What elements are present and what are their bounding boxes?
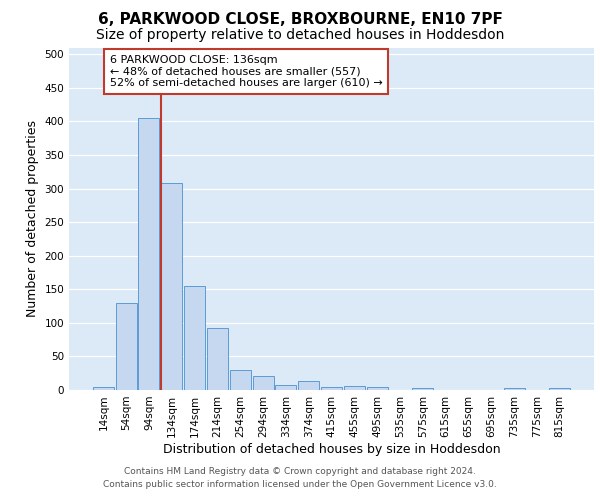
Text: 6, PARKWOOD CLOSE, BROXBOURNE, EN10 7PF: 6, PARKWOOD CLOSE, BROXBOURNE, EN10 7PF: [98, 12, 502, 28]
Bar: [253, 376, 274, 390]
Bar: [321, 386, 342, 390]
Bar: [116, 302, 137, 390]
Bar: [344, 386, 365, 390]
Bar: [367, 388, 388, 390]
Bar: [230, 370, 251, 390]
Text: Contains HM Land Registry data © Crown copyright and database right 2024.
Contai: Contains HM Land Registry data © Crown c…: [103, 468, 497, 489]
Bar: [93, 386, 114, 390]
Y-axis label: Number of detached properties: Number of detached properties: [26, 120, 39, 318]
Bar: [207, 328, 228, 390]
Bar: [139, 118, 160, 390]
Bar: [412, 388, 433, 390]
Bar: [503, 388, 524, 390]
Bar: [298, 382, 319, 390]
Bar: [184, 286, 205, 390]
Text: 6 PARKWOOD CLOSE: 136sqm
← 48% of detached houses are smaller (557)
52% of semi-: 6 PARKWOOD CLOSE: 136sqm ← 48% of detach…: [110, 55, 382, 88]
Bar: [549, 388, 570, 390]
X-axis label: Distribution of detached houses by size in Hoddesdon: Distribution of detached houses by size …: [163, 442, 500, 456]
Bar: [161, 183, 182, 390]
Bar: [275, 384, 296, 390]
Text: Size of property relative to detached houses in Hoddesdon: Size of property relative to detached ho…: [96, 28, 504, 42]
